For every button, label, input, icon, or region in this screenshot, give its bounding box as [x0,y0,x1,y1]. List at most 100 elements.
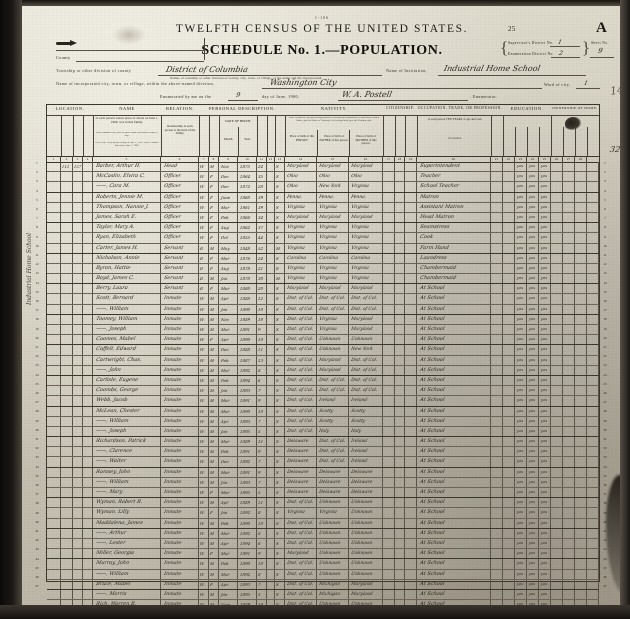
cell-value: 1889 [239,316,251,322]
table-row[interactable]: ——, John Inmate W M Mar 1892 8 S Dist. of Col. Ma… [47,365,599,376]
table-row[interactable]: Maddalena, James Inmate W M Feb 1890 10 S Dist. … [47,518,599,529]
table-row[interactable]: Toomey, William Inmate W M Nov 1889 10 S Dist. o… [47,314,599,325]
table-cell [515,192,527,202]
table-row[interactable]: McLean, Chester Inmate W M Mar 1890 10 S Dist. o… [47,406,599,417]
table-cell [257,304,267,314]
table-cell [209,325,219,335]
table-row[interactable]: Roberts, Jennie M. Officer W F June 1860 39 S Pe… [47,192,599,203]
table-row[interactable]: ——, Joseph Inmate W M Mar 1891 9 S Dist. of Col.… [47,325,599,336]
table-cell [383,488,395,498]
table-cell [551,406,563,416]
table-cell [527,416,539,426]
table-cell [539,538,551,549]
table-row[interactable]: Carter, James H. Servant B M May 1848 52 M Virgi… [47,243,599,254]
table-row[interactable]: Cartwright, Chas. Inmate W M Feb 1887 13 S Dist.… [47,355,599,366]
cell-value: Michigan [318,581,341,587]
table-row[interactable]: Miller, Georgia Inmate W F Mar 1891 9 S Maryland… [47,549,599,560]
table-cell [503,355,515,365]
table-row[interactable]: Wyman, Robert B. Inmate W M Apr 1889 11 S Dist. … [47,498,599,509]
table-cell [285,498,317,508]
cell-value: Dist. of Col. [286,388,314,394]
table-row[interactable]: Ramsey, John Inmate W M Mar 1891 9 S Delaware Del… [47,467,599,478]
table-row[interactable]: ——, William Inmate W M Apr 1893 7 S Dist. of Col… [47,416,599,427]
table-cell [285,396,317,406]
table-cell [395,579,405,589]
cell-value: James, Sarah E. [95,213,138,220]
table-cell [349,589,383,600]
table-cell [267,426,275,437]
table-cell [563,355,575,365]
table-row[interactable]: Taylor, Mary A. Officer W F Aug 1862 37 S Virgin… [47,223,599,234]
row-number: 35 [603,473,607,478]
table-cell [317,406,349,416]
table-cell [563,600,575,610]
column-number: 2 [61,156,73,162]
table-row[interactable]: ——, Lester Inmate W M Apr 1894 6 S Dist. of Col.… [47,538,599,550]
cell-value: yes [540,174,548,179]
table-row[interactable]: ——, Joseph Inmate W M Jan 1895 5 S Dist. of Col.… [47,426,599,438]
table-row[interactable]: Scott, Bernard Inmate W M Apr 1888 12 S Dist. of… [47,294,599,305]
table-cell [267,253,275,263]
table-cell [47,355,61,365]
table-cell [515,579,527,589]
table-row[interactable]: Boyd, James C. Servant B M Jan 1870 30 M Virgini… [47,274,599,285]
row-number: 21 [35,345,39,349]
table-cell [417,375,491,386]
table-cell [575,365,587,375]
table-row[interactable]: Byron, Hattie Servant B F Aug 1878 21 S Virginia… [47,263,599,275]
table-cell [539,477,551,487]
table-cell [93,477,161,487]
table-row[interactable]: Webb, Jacob Inmate W M Mar 1891 9 S Dist. of Col… [47,396,599,407]
table-cell [285,233,317,243]
table-row[interactable]: ——, Clarence Inmate W M Feb 1891 9 S Delaware Dis… [47,447,599,458]
table-row[interactable]: Murray, John Inmate W M Feb 1890 10 S Dist. of C… [47,559,599,570]
page-letter: A [596,20,608,36]
table-cell [395,477,405,487]
table-row[interactable]: ——, Morris Inmate W M Jan 1895 5 S Dist. of Col.… [47,589,599,601]
table-row[interactable]: ——, William Inmate W M Mar 1892 8 S Dist. of Col… [47,569,599,580]
cell-value: Virginia [286,276,306,282]
cell-value: Penna. [350,194,367,200]
table-row[interactable]: Coomes, Mabel Inmate W F Apr 1890 10 S Dist. of … [47,335,599,346]
table-row[interactable]: 112 157 Barber, Arthur H. Head W M Nov 1875 24 S M… [47,162,599,173]
table-row[interactable]: Bruce, Mabel Inmate W F Apr 1893 7 S Dist. of Co… [47,579,599,590]
table-cell [199,304,209,314]
table-cell [405,375,417,386]
table-cell [417,212,491,223]
table-row[interactable]: ——, Mary Inmate W F Mar 1895 5 S Delaware Delawar… [47,488,599,499]
row-number: 12 [603,262,607,267]
table-row[interactable]: James, Sarah E. Officer W F Feb 1866 34 S Maryla… [47,212,599,224]
table-row[interactable]: Thompson, Nannie J. Officer W F Mar 1861 39 S Vi… [47,202,599,213]
table-cell [349,375,383,386]
cell-value: Apr [220,540,229,546]
table-row[interactable]: ——, William Inmate W M Jan 1890 10 S Dist. of Co… [47,304,599,315]
cell-value: Unknown [350,540,373,546]
table-row[interactable]: Nicholson, Annie Servant B F Mar 1876 24 S Carol… [47,253,599,264]
table-cell [73,212,83,223]
table-cell [417,528,491,538]
table-row[interactable]: Richardson, Patrick Inmate W M Mar 1889 11 S Del… [47,437,599,448]
table-row[interactable]: ——, Cora M. Officer W F Dec 1872 28 S Ohio New Yo… [47,182,599,193]
table-row[interactable]: Coffelt, Edward Inmate W M Dec 1888 11 S Dist. o… [47,345,599,356]
table-cell [491,192,503,202]
table-cell [527,375,539,386]
table-row[interactable]: ——, Walter Inmate W M Dec 1892 7 S Delaware Dist.… [47,457,599,468]
cell-value: Jan [220,388,228,394]
cell-value: yes [540,469,548,474]
table-row[interactable]: Wyman, Lilly Inmate W F Jan 1892 8 S Virginia Vir… [47,508,599,519]
table-cell [551,294,563,304]
table-row[interactable]: ——, Arthur Inmate W M Mar 1892 8 S Dist. of Col.… [47,528,599,539]
table-cell [515,345,527,355]
table-row[interactable]: Coombs, George Inmate W M Jan 1893 7 S Dist. of … [47,386,599,397]
table-cell [317,284,349,294]
table-cell [563,569,575,579]
table-row[interactable]: McCaslin, Elvira C. Officer W F Dec 1864 35 S Oh… [47,172,599,183]
table-row[interactable]: Berry, Laura Servant B F Mar 1880 20 S Maryland M… [47,284,599,295]
table-row[interactable]: Ryan, Elizabeth Officer W F Oct 1855 44 S Virgin… [47,233,599,244]
cell-value: ——, Cora M. [95,183,131,190]
table-row[interactable]: Carlisle, Eugene Inmate W M Feb 1894 6 S Dist. o… [47,375,599,387]
table-cell [219,345,238,355]
table-cell [285,325,317,335]
table-row[interactable]: ——, William Inmate W M Jan 1893 7 S Delaware Dela… [47,477,599,488]
row-number: 37 [35,492,39,497]
